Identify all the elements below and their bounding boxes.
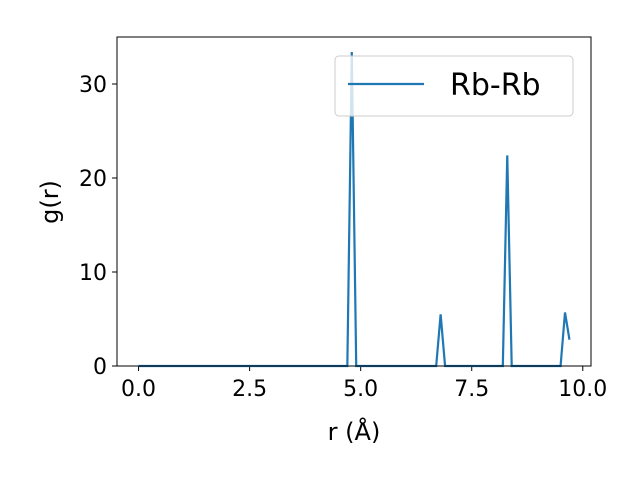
y-tick-label: 30: [79, 73, 107, 98]
x-tick-label: 5.0: [343, 377, 378, 402]
y-tick-label: 10: [79, 261, 107, 286]
y-tick-label: 0: [93, 355, 107, 380]
y-axis-label: g(r): [36, 180, 64, 224]
legend-box: [334, 55, 574, 117]
legend-label: Rb-Rb: [450, 68, 541, 103]
x-axis-label: r (Å): [328, 417, 381, 446]
y-tick-label: 20: [79, 167, 107, 192]
x-tick-label: 2.5: [232, 377, 267, 402]
x-tick-label: 7.5: [454, 377, 489, 402]
x-tick-label: 0.0: [121, 377, 156, 402]
x-tick-label: 10.0: [558, 377, 607, 402]
axes-frame: [116, 36, 592, 367]
